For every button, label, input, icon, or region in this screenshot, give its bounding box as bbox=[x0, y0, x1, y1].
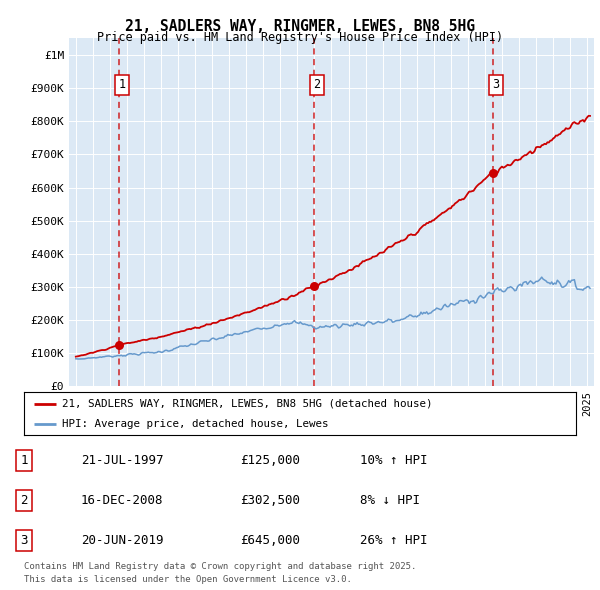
Text: £645,000: £645,000 bbox=[240, 534, 300, 547]
Text: £125,000: £125,000 bbox=[240, 454, 300, 467]
Text: 16-DEC-2008: 16-DEC-2008 bbox=[81, 494, 163, 507]
Text: Contains HM Land Registry data © Crown copyright and database right 2025.: Contains HM Land Registry data © Crown c… bbox=[24, 562, 416, 571]
Text: 2: 2 bbox=[313, 78, 320, 91]
Text: 8% ↓ HPI: 8% ↓ HPI bbox=[360, 494, 420, 507]
Text: This data is licensed under the Open Government Licence v3.0.: This data is licensed under the Open Gov… bbox=[24, 575, 352, 584]
Text: 20-JUN-2019: 20-JUN-2019 bbox=[81, 534, 163, 547]
Text: 1: 1 bbox=[119, 78, 126, 91]
Text: 26% ↑ HPI: 26% ↑ HPI bbox=[360, 534, 427, 547]
Text: 2: 2 bbox=[20, 494, 28, 507]
Text: 3: 3 bbox=[20, 534, 28, 547]
Text: 21, SADLERS WAY, RINGMER, LEWES, BN8 5HG (detached house): 21, SADLERS WAY, RINGMER, LEWES, BN8 5HG… bbox=[62, 399, 432, 409]
Text: £302,500: £302,500 bbox=[240, 494, 300, 507]
Text: HPI: Average price, detached house, Lewes: HPI: Average price, detached house, Lewe… bbox=[62, 419, 328, 429]
Text: 21, SADLERS WAY, RINGMER, LEWES, BN8 5HG: 21, SADLERS WAY, RINGMER, LEWES, BN8 5HG bbox=[125, 19, 475, 34]
Text: 21-JUL-1997: 21-JUL-1997 bbox=[81, 454, 163, 467]
Text: 1: 1 bbox=[20, 454, 28, 467]
Text: 3: 3 bbox=[492, 78, 499, 91]
Text: 10% ↑ HPI: 10% ↑ HPI bbox=[360, 454, 427, 467]
Text: Price paid vs. HM Land Registry's House Price Index (HPI): Price paid vs. HM Land Registry's House … bbox=[97, 31, 503, 44]
